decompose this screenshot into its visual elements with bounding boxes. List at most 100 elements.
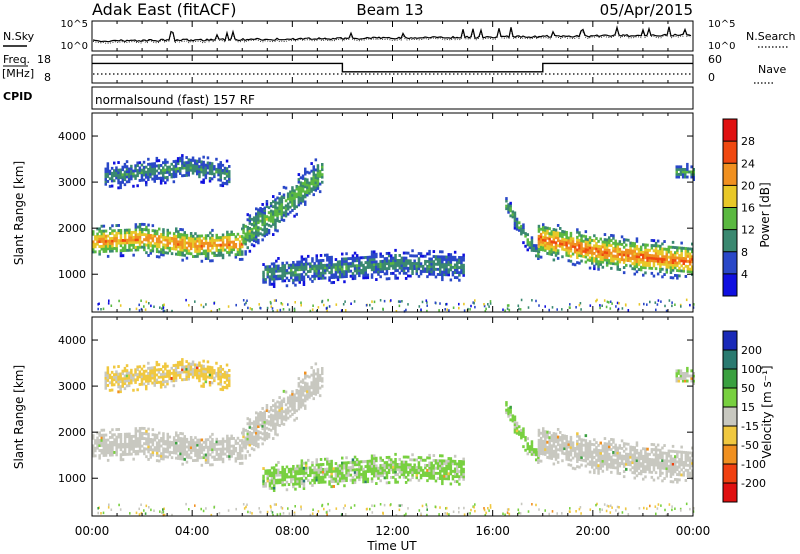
power-cell: [276, 216, 279, 220]
velocity-cell: [404, 470, 408, 474]
power-cell: [250, 223, 254, 226]
velocity-cell: [257, 445, 260, 449]
velocity-cell: [181, 368, 184, 372]
power-cell: [603, 256, 607, 259]
velocity-cell: [351, 481, 355, 485]
velocity-cell: [244, 441, 247, 445]
power-cell: [187, 161, 190, 164]
power-cell: [295, 192, 298, 196]
power-cell: [571, 240, 575, 243]
power-cell: [162, 168, 165, 172]
velocity-cell: [160, 444, 163, 448]
velocity-cell: [383, 468, 387, 472]
power-cell: [680, 249, 683, 253]
power-cell: [136, 233, 140, 237]
velocity-cell: [364, 472, 367, 476]
velocity-cell: [128, 437, 131, 441]
power-cell: [601, 255, 605, 259]
velocity-cell: [100, 449, 103, 452]
velocity-cell: [326, 467, 329, 471]
power-cell: [644, 256, 647, 260]
power-cell: [102, 234, 106, 238]
power-cell: [183, 246, 186, 250]
velocity-cell: [153, 383, 156, 387]
power-cell: [215, 167, 218, 171]
power-cell: [224, 243, 227, 247]
velocity-cell: [301, 388, 305, 392]
velocity-cell: [569, 458, 573, 462]
velocity-cell: [432, 466, 436, 470]
colorbar-segment: [723, 141, 737, 164]
power-cell: [306, 188, 309, 192]
power-cell: [368, 255, 372, 259]
power-cell: [304, 200, 307, 204]
power-cell: [123, 244, 127, 247]
power-cell: [396, 259, 399, 262]
power-cell: [373, 300, 376, 304]
power-cell: [426, 260, 429, 263]
velocity-cell: [302, 461, 306, 465]
velocity-cell: [554, 452, 558, 456]
power-cell: [200, 170, 203, 174]
velocity-cell: [542, 450, 545, 453]
power-cell: [387, 254, 391, 258]
power-cell: [597, 250, 600, 253]
power-cell: [430, 267, 433, 271]
power-cell: [102, 237, 106, 241]
velocity-cell: [409, 468, 412, 472]
velocity-cell: [321, 475, 325, 479]
power-cell: [300, 255, 304, 259]
velocity-cell: [569, 453, 573, 457]
power-cell: [567, 249, 570, 253]
velocity-cell: [292, 485, 295, 489]
power-cell: [507, 203, 510, 207]
power-cell: [194, 232, 197, 236]
velocity-cell: [532, 453, 536, 456]
velocity-cell: [136, 429, 140, 433]
power-cell: [217, 168, 220, 172]
power-cell: [111, 247, 114, 250]
power-cell: [302, 275, 306, 279]
power-cell: [351, 264, 355, 268]
velocity-cell: [409, 465, 412, 469]
velocity-cell: [453, 472, 457, 476]
power-cell: [106, 244, 110, 248]
power-cell: [325, 307, 328, 310]
velocity-cell: [109, 436, 112, 439]
power-cell: [675, 168, 678, 171]
power-cell: [330, 268, 333, 272]
power-cell: [432, 267, 436, 271]
power-cell: [633, 242, 636, 246]
power-cell: [281, 271, 284, 275]
velocity-cell: [362, 472, 365, 476]
velocity-cell: [336, 472, 340, 475]
velocity-cell: [296, 482, 299, 486]
velocity-cell: [278, 413, 281, 417]
velocity-cell: [138, 429, 142, 433]
velocity-cell: [316, 383, 320, 387]
power-cell: [362, 273, 365, 277]
power-cell: [257, 238, 260, 242]
power-cell: [542, 228, 545, 232]
power-cell: [661, 242, 664, 246]
power-cell: [241, 257, 244, 261]
velocity-cell: [537, 461, 540, 464]
power-cell: [321, 266, 325, 270]
velocity-cell: [200, 366, 203, 370]
power-cell: [324, 263, 327, 267]
velocity-cell: [315, 458, 318, 462]
velocity-cell: [132, 378, 135, 382]
power-cell: [117, 229, 120, 232]
velocity-cell: [561, 436, 564, 440]
power-cell: [258, 303, 260, 306]
velocity-cell: [151, 381, 154, 385]
power-cell: [289, 210, 292, 214]
velocity-cell: [520, 431, 523, 435]
velocity-cell: [576, 439, 579, 443]
velocity-cell: [123, 366, 127, 370]
velocity-cell: [128, 442, 131, 446]
velocity-cell: [261, 442, 264, 446]
power-cell: [610, 259, 613, 263]
power-cell: [637, 258, 641, 261]
power-cell: [679, 170, 683, 174]
